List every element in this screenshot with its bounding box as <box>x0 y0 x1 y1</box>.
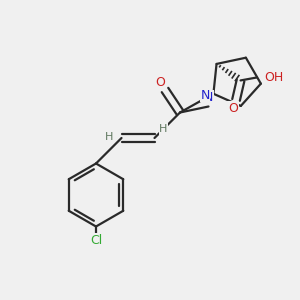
Text: N: N <box>200 89 210 102</box>
Text: OH: OH <box>265 71 284 84</box>
Text: N: N <box>204 91 213 104</box>
Text: O: O <box>156 76 165 89</box>
Text: Cl: Cl <box>90 233 102 247</box>
Text: O: O <box>228 102 238 115</box>
Text: H: H <box>105 131 113 142</box>
Text: H: H <box>159 124 168 134</box>
